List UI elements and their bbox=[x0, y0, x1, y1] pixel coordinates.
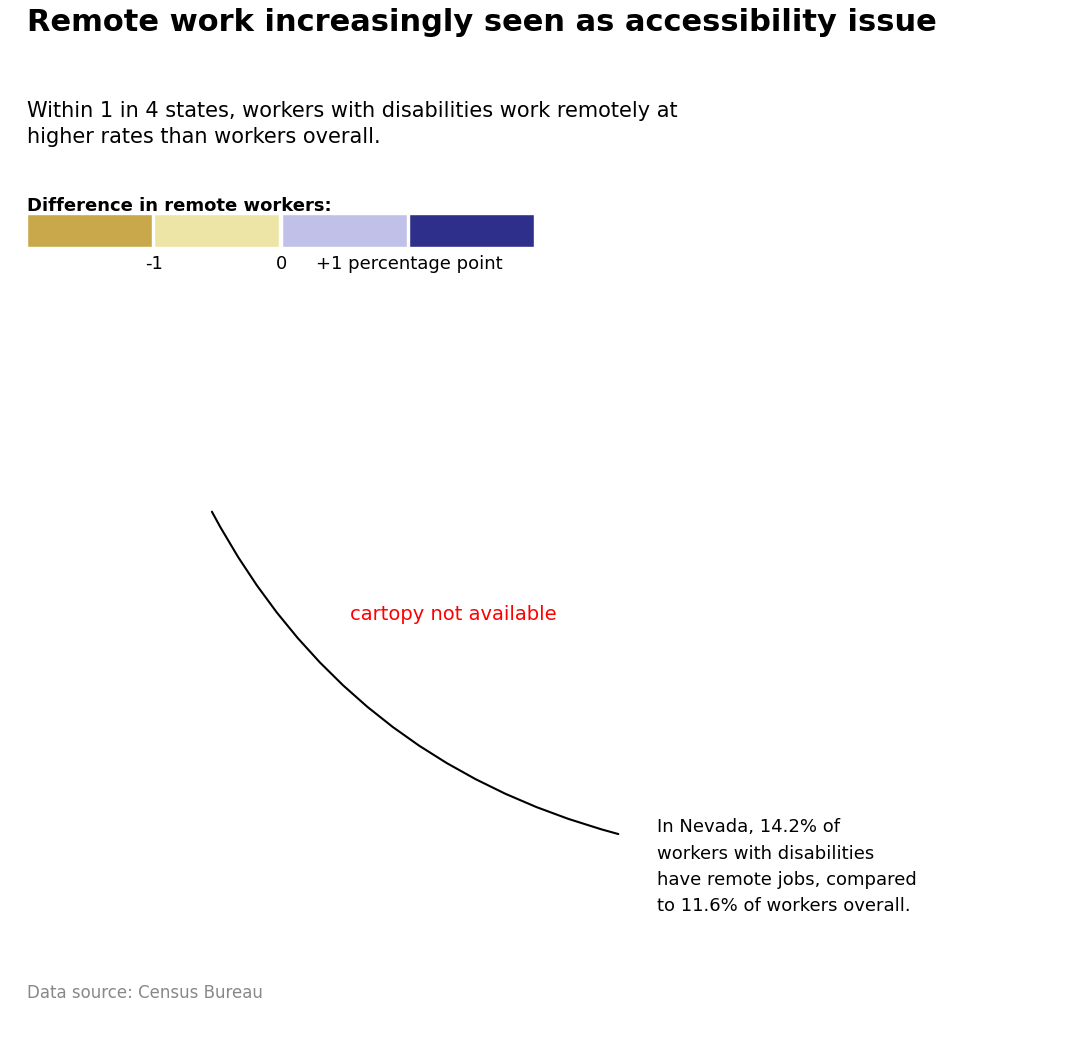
Text: Data source: Census Bureau: Data source: Census Bureau bbox=[27, 984, 264, 1002]
Text: In Nevada, 14.2% of
workers with disabilities
have remote jobs, compared
to 11.6: In Nevada, 14.2% of workers with disabil… bbox=[657, 818, 917, 916]
Text: Remote work increasingly seen as accessibility issue: Remote work increasingly seen as accessi… bbox=[27, 7, 936, 37]
Bar bbox=[409, 214, 535, 247]
Text: -1: -1 bbox=[146, 254, 163, 273]
Bar bbox=[154, 214, 280, 247]
Bar bbox=[27, 214, 152, 247]
Text: +1 percentage point: +1 percentage point bbox=[316, 254, 502, 273]
Bar bbox=[282, 214, 407, 247]
Text: Within 1 in 4 states, workers with disabilities work remotely at
higher rates th: Within 1 in 4 states, workers with disab… bbox=[27, 101, 677, 147]
Text: cartopy not available: cartopy not available bbox=[350, 605, 557, 624]
Text: Difference in remote workers:: Difference in remote workers: bbox=[27, 196, 332, 214]
Text: 0: 0 bbox=[276, 254, 287, 273]
